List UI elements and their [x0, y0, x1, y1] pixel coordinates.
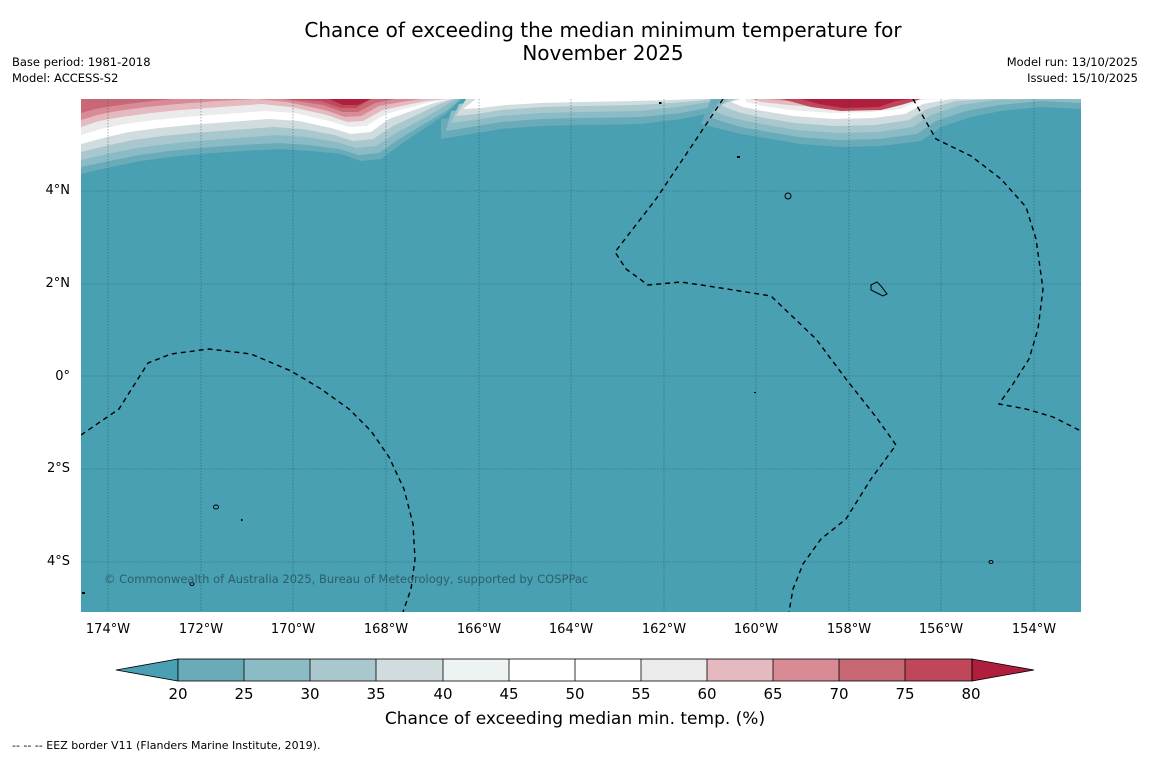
copyright-notice: © Commonwealth of Australia 2025, Bureau… — [104, 572, 589, 586]
colorbar-low-extension — [115, 658, 179, 682]
colorbar-label: Chance of exceeding median min. temp. (%… — [384, 709, 766, 729]
lon-label-158w: 158°W — [826, 622, 872, 637]
colorbar-tick-65: 65 — [763, 685, 783, 703]
lon-label-168w: 168°W — [363, 622, 409, 637]
lon-label-172w: 172°W — [178, 622, 224, 637]
graticule — [81, 99, 1081, 612]
small-islets — [82, 102, 756, 594]
islands — [189, 192, 994, 586]
islet-marker — [737, 156, 740, 158]
colorbar-high-extension — [971, 658, 1035, 682]
eez-borders — [81, 99, 1081, 612]
colorbar-tick-30: 30 — [300, 685, 320, 703]
title-line-1: Chance of exceeding the median minimum t… — [304, 18, 902, 42]
islet-marker — [241, 519, 243, 521]
islet-marker — [754, 392, 756, 393]
colorbar-segment — [773, 659, 839, 681]
colorbar-segment — [310, 659, 376, 681]
lat-label-4n: 4°N — [45, 183, 71, 198]
lat-label-2n: 2°N — [45, 276, 71, 291]
north-band-left — [81, 99, 731, 174]
lon-label-170w: 170°W — [270, 622, 316, 637]
model-run: Model run: 13/10/2025 — [1006, 55, 1138, 69]
colorbar-segment — [575, 659, 641, 681]
colorbar-tick-25: 25 — [234, 685, 254, 703]
colorbar-tick-60: 60 — [697, 685, 717, 703]
colorbar-tick-40: 40 — [433, 685, 453, 703]
colorbar-segment — [443, 659, 509, 681]
island-marker — [870, 281, 888, 297]
base-period: Base period: 1981-2018 — [12, 55, 151, 69]
colorbar-segment — [905, 659, 972, 681]
forecast-map — [81, 99, 1081, 612]
map-title: Chance of exceeding the median minimum t… — [0, 19, 1150, 65]
lat-label-4s: 4°S — [46, 554, 70, 569]
ocean-background — [81, 99, 1081, 612]
lon-label-162w: 162°W — [641, 622, 687, 637]
island-marker — [988, 560, 994, 564]
lon-label-174w: 174°W — [85, 622, 131, 637]
run-info: Model run: 13/10/2025 Issued: 15/10/2025 — [1007, 54, 1138, 86]
colorbar-tick-70: 70 — [829, 685, 849, 703]
colorbar-segment — [244, 659, 310, 681]
base-info: Base period: 1981-2018 Model: ACCESS-S2 — [12, 54, 151, 86]
lon-label-164w: 164°W — [548, 622, 594, 637]
north-band-middle — [441, 99, 741, 139]
colorbar-segment — [178, 659, 244, 681]
model-name: Model: ACCESS-S2 — [12, 71, 119, 85]
colorbar-segment — [707, 659, 773, 681]
north-band-right — [701, 99, 1081, 147]
colorbar — [115, 658, 1035, 682]
colorbar-tick-50: 50 — [565, 685, 585, 703]
island-marker — [784, 192, 792, 200]
island-marker — [189, 582, 195, 586]
colorbar-segment — [641, 659, 707, 681]
lon-label-154w: 154°W — [1011, 622, 1057, 637]
island-marker — [213, 504, 219, 510]
islet-marker — [659, 102, 662, 104]
lon-label-156w: 156°W — [918, 622, 964, 637]
islet-marker — [82, 592, 85, 594]
title-line-2: November 2025 — [522, 41, 684, 65]
colorbar-tick-20: 20 — [168, 685, 188, 703]
lon-label-160w: 160°W — [733, 622, 779, 637]
lat-label-0: 0° — [55, 369, 70, 384]
eez-legend: -- -- -- EEZ border V11 (Flanders Marine… — [12, 739, 321, 752]
colorbar-outline — [177, 658, 973, 682]
colorbar-segment — [509, 659, 575, 681]
colorbar-tick-75: 75 — [895, 685, 915, 703]
colorbar-tick-55: 55 — [631, 685, 651, 703]
colorbar-segment — [376, 659, 443, 681]
colorbar-tick-45: 45 — [499, 685, 519, 703]
colorbar-tick-35: 35 — [366, 685, 386, 703]
issued-date: Issued: 15/10/2025 — [1027, 71, 1138, 85]
lon-label-166w: 166°W — [456, 622, 502, 637]
lat-label-2s: 2°S — [46, 461, 70, 476]
colorbar-tick-80: 80 — [961, 685, 981, 703]
colorbar-dividers — [243, 659, 906, 681]
colorbar-segment — [839, 659, 905, 681]
